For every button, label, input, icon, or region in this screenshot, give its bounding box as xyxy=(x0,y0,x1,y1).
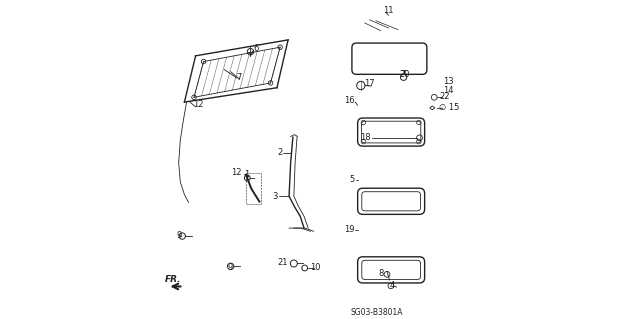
Text: 17: 17 xyxy=(364,79,374,88)
Text: 2: 2 xyxy=(277,148,282,157)
Text: 7: 7 xyxy=(236,73,242,82)
Text: 16: 16 xyxy=(344,96,355,105)
Text: 11: 11 xyxy=(383,6,394,15)
Text: FR.: FR. xyxy=(165,275,182,284)
Text: 18: 18 xyxy=(360,133,371,142)
Text: ∅ 15: ∅ 15 xyxy=(439,103,460,112)
Text: SG03-B3801A: SG03-B3801A xyxy=(350,308,403,317)
Text: 6: 6 xyxy=(253,44,259,53)
Text: 21: 21 xyxy=(278,258,288,267)
Text: 10: 10 xyxy=(310,263,320,272)
Text: 12: 12 xyxy=(193,100,204,109)
Text: 19: 19 xyxy=(344,225,355,234)
Text: 9: 9 xyxy=(228,263,233,272)
Text: 4: 4 xyxy=(390,281,395,290)
Text: 12: 12 xyxy=(231,168,242,177)
Text: 14: 14 xyxy=(443,86,453,95)
Text: 13: 13 xyxy=(443,77,453,85)
Text: 20: 20 xyxy=(399,70,410,78)
Text: 9: 9 xyxy=(177,231,182,240)
Text: 8: 8 xyxy=(378,269,384,278)
Text: 5: 5 xyxy=(350,175,355,184)
Text: 22: 22 xyxy=(440,92,450,101)
Text: 1: 1 xyxy=(244,170,249,179)
Text: 3: 3 xyxy=(273,192,278,201)
